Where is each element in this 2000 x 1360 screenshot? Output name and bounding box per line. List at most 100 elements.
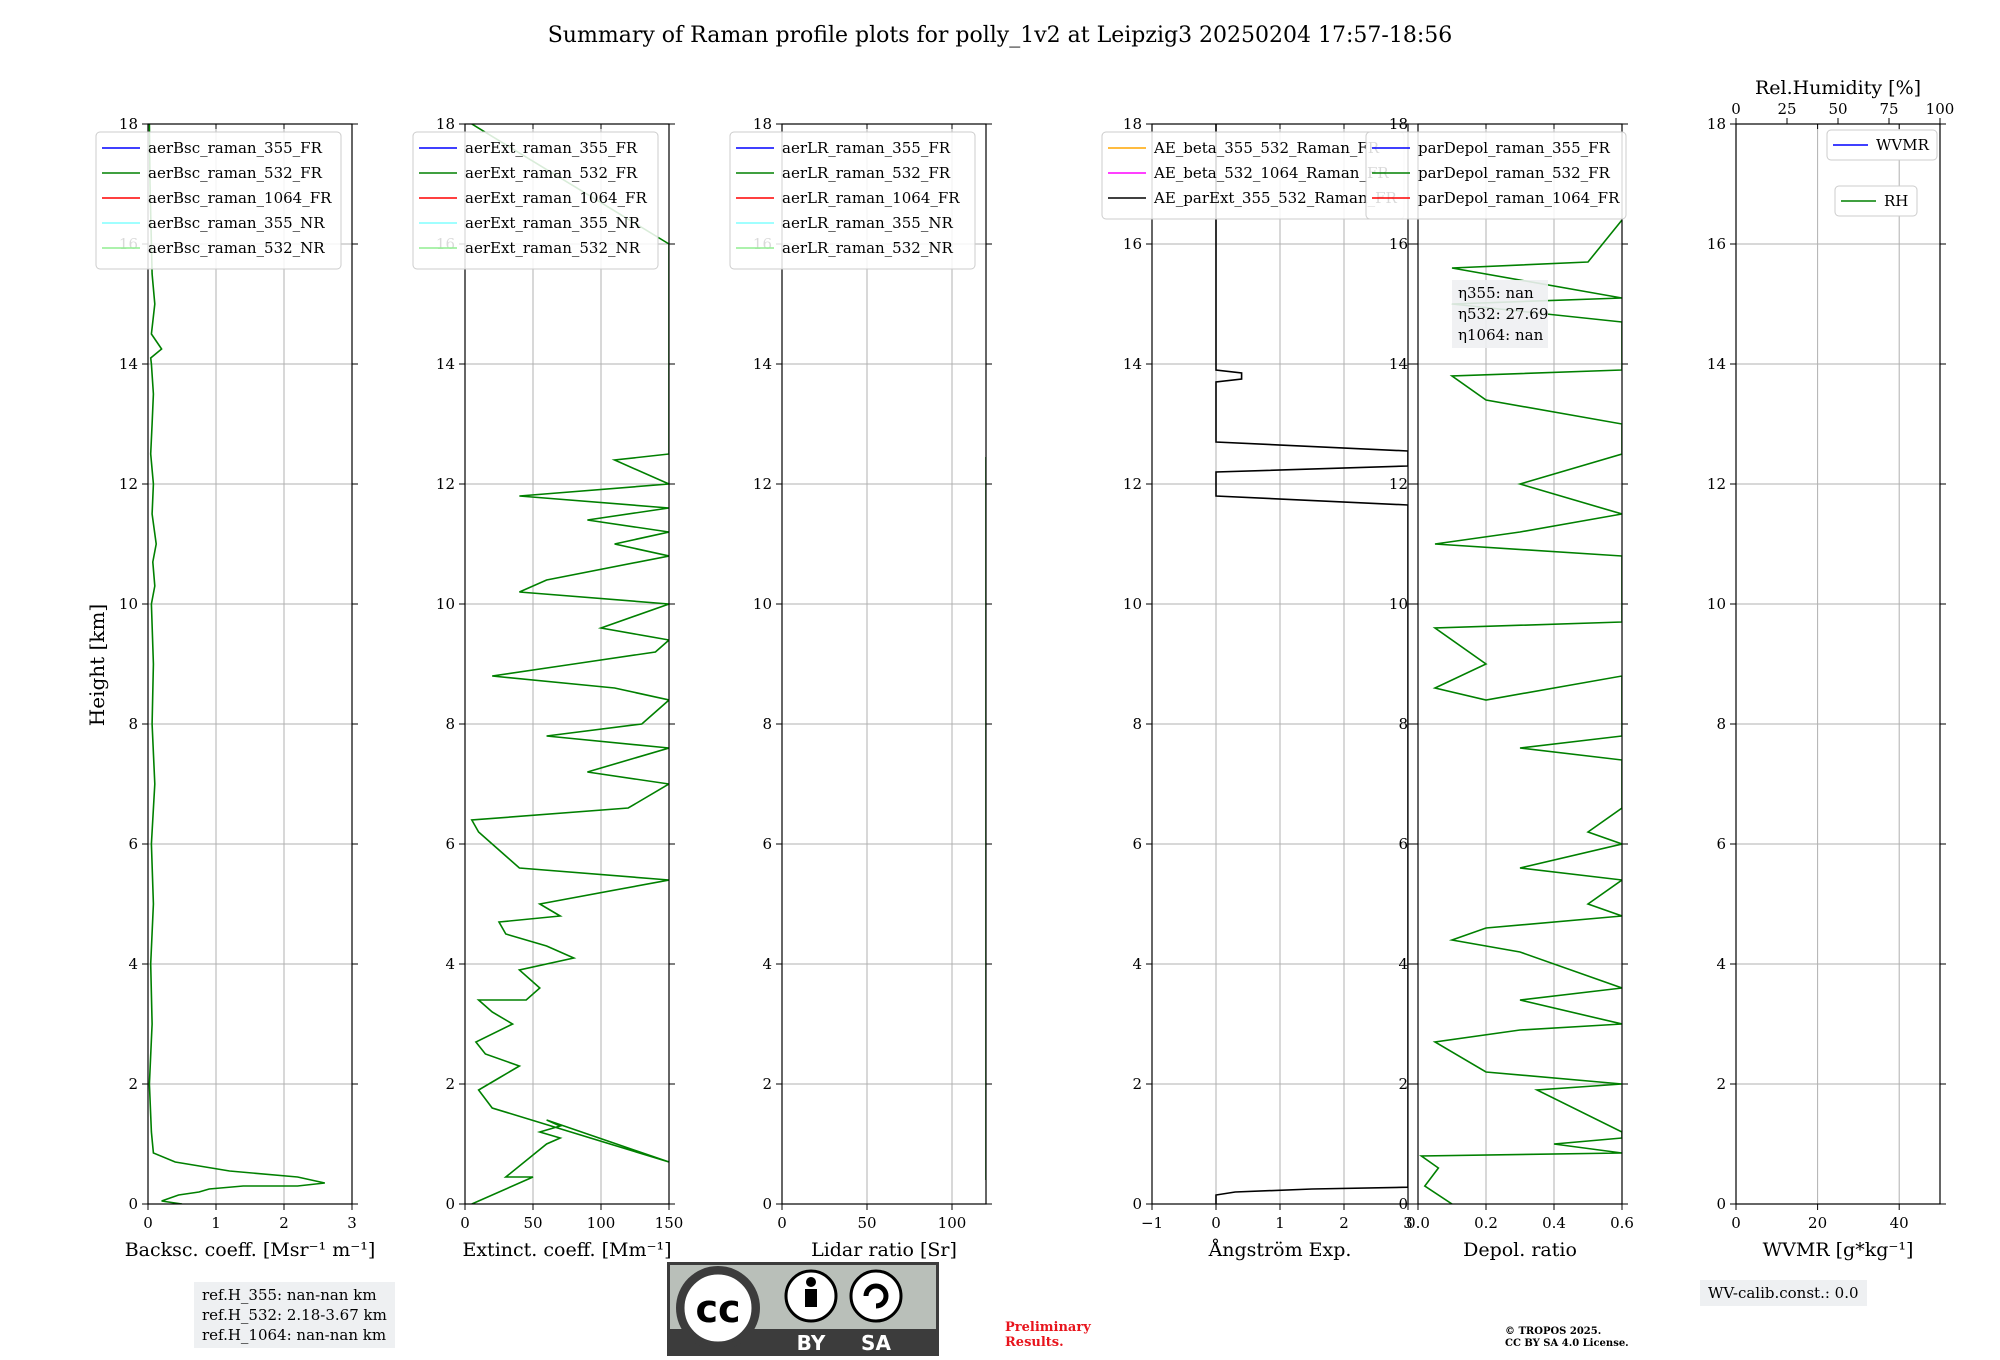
- y-tick-label: 10: [119, 595, 138, 613]
- panel-5: 0 20 40 0 2 4 6 8 10 12 14 16 18 WVMR [g*kg⁻¹] 0 25 50 75…: [1707, 77, 1954, 1261]
- y-tick-label: 2: [128, 1075, 138, 1093]
- y-tick-label: 4: [1132, 955, 1142, 973]
- x-tick-label: 3: [1403, 1214, 1413, 1232]
- y-tick-label: 10: [1123, 595, 1142, 613]
- legend-entry: aerBsc_raman_355_FR: [148, 139, 323, 157]
- ref-h-355: ref.H_355: nan-nan km: [202, 1286, 377, 1304]
- legend-entry: aerBsc_raman_1064_FR: [148, 189, 332, 207]
- top-x-tick-label: 100: [1926, 100, 1955, 118]
- legend-entry: parDepol_raman_355_FR: [1418, 139, 1611, 157]
- legend-entry: AE_parExt_355_532_Raman_FR: [1153, 189, 1398, 207]
- license-sa: SA: [861, 1331, 891, 1355]
- x-tick-label: 0.2: [1474, 1214, 1498, 1232]
- y-tick-label: 12: [753, 475, 772, 493]
- x-tick-label: 0: [777, 1214, 787, 1232]
- legend-entry: AE_beta_355_532_Raman_FR: [1153, 139, 1380, 157]
- x-tick-label: 1: [1275, 1214, 1285, 1232]
- x-axis-label: Lidar ratio [Sr]: [811, 1239, 957, 1261]
- x-tick-label: 0.6: [1610, 1214, 1634, 1232]
- y-tick-label: 18: [1707, 115, 1726, 133]
- eta-532: η532: 27.69: [1458, 305, 1548, 323]
- y-tick-label: 14: [753, 355, 772, 373]
- license-by: BY: [797, 1331, 826, 1355]
- plot-frame: [147, 123, 353, 1205]
- panel-0: 0123024681012141618Backsc. coeff. [Msr⁻¹…: [95, 115, 376, 1261]
- preliminary-line-1: Preliminary: [1005, 1320, 1091, 1335]
- figure-title: Summary of Raman profile plots for polly…: [548, 23, 1453, 48]
- y-tick-label: 8: [1132, 715, 1142, 733]
- y-axis-label: Height [km]: [85, 604, 109, 726]
- y-tick-label: 16: [1123, 235, 1142, 253]
- preliminary-results-note: Preliminary Results.: [1005, 1320, 1091, 1350]
- y-tick-label: 8: [762, 715, 772, 733]
- x-tick-label: 0: [143, 1214, 153, 1232]
- legend-entry: aerExt_raman_355_FR: [465, 139, 638, 157]
- legend-box: [412, 131, 659, 270]
- eta-1064: η1064: nan: [1458, 326, 1544, 344]
- x-tick-label: −1: [1141, 1214, 1163, 1232]
- y-tick-label: 0: [445, 1195, 455, 1213]
- y-tick-label: 12: [436, 475, 455, 493]
- eta-box: η355: nan η532: 27.69 η1064: nan: [1452, 280, 1548, 348]
- eta-355: η355: nan: [1458, 284, 1534, 302]
- x-tick-label: 100: [938, 1214, 967, 1232]
- preliminary-line-2: Results.: [1005, 1335, 1064, 1350]
- legend-entry: aerLR_raman_1064_FR: [782, 189, 960, 207]
- plot-frame: [781, 123, 987, 1205]
- wv-calib-box: WV-calib.const.: 0.0: [1700, 1280, 1867, 1306]
- plot-frame: [464, 123, 670, 1205]
- y-tick-label: 6: [1716, 835, 1726, 853]
- y-tick-label: 6: [1398, 835, 1408, 853]
- x-tick-label: 50: [523, 1214, 542, 1232]
- y-tick-label: 12: [119, 475, 138, 493]
- top-x-tick-label: 0: [1731, 100, 1741, 118]
- y-tick-label: 4: [445, 955, 455, 973]
- y-tick-label: 6: [1132, 835, 1142, 853]
- plot-frame: [1417, 123, 1623, 1205]
- legend-box: [95, 131, 342, 270]
- y-tick-label: 6: [762, 835, 772, 853]
- x-tick-label: 20: [1808, 1214, 1827, 1232]
- y-tick-label: 0: [1132, 1195, 1142, 1213]
- y-tick-label: 10: [753, 595, 772, 613]
- y-tick-label: 0: [762, 1195, 772, 1213]
- x-axis-label: Backsc. coeff. [Msr⁻¹ m⁻¹]: [125, 1239, 376, 1261]
- legend-entry: aerBsc_raman_355_NR: [148, 214, 325, 232]
- x-axis-label: Extinct. coeff. [Mm⁻¹]: [462, 1239, 671, 1261]
- y-tick-label: 14: [436, 355, 455, 373]
- y-tick-label: 8: [1716, 715, 1726, 733]
- ref-h-1064: ref.H_1064: nan-nan km: [202, 1326, 387, 1344]
- x-tick-label: 3: [347, 1214, 357, 1232]
- y-tick-label: 14: [1123, 355, 1142, 373]
- y-tick-label: 12: [1123, 475, 1142, 493]
- cc-license-badge: cc BY SA: [667, 1262, 939, 1356]
- series-line-aerBsc_raman_532_FR: [148, 124, 325, 1204]
- legend-entry: aerExt_raman_532_FR: [465, 164, 638, 182]
- x-axis-label: Ångström Exp.: [1208, 1239, 1352, 1261]
- legend-entry: parDepol_raman_532_FR: [1418, 164, 1611, 182]
- legend-entry: aerLR_raman_532_FR: [782, 164, 951, 182]
- y-tick-label: 2: [1716, 1075, 1726, 1093]
- panel-1: 050100150024681012141618Extinct. coeff. …: [412, 115, 683, 1261]
- y-tick-label: 0: [1716, 1195, 1726, 1213]
- wv-calib-const: WV-calib.const.: 0.0: [1708, 1284, 1859, 1302]
- x-tick-label: 1: [211, 1214, 221, 1232]
- y-tick-label: 14: [1707, 355, 1726, 373]
- series-line-aerExt_raman_532_FR: [470, 124, 669, 1204]
- ref-h-532: ref.H_532: 2.18-3.67 km: [202, 1306, 387, 1324]
- y-tick-label: 0: [128, 1195, 138, 1213]
- legend-entry: aerExt_raman_355_NR: [465, 214, 641, 232]
- y-tick-label: 4: [1398, 955, 1408, 973]
- y-tick-label: 2: [1132, 1075, 1142, 1093]
- x-tick-label: 40: [1890, 1214, 1909, 1232]
- y-tick-label: 10: [436, 595, 455, 613]
- legend-box-wvmr: [1826, 129, 1938, 161]
- legend-entry: aerBsc_raman_532_NR: [148, 239, 325, 257]
- x-tick-label: 0: [460, 1214, 470, 1232]
- panel-2: 050100024681012141618Lidar ratio [Sr]aer…: [729, 115, 992, 1261]
- legend-entry: RH: [1884, 192, 1908, 210]
- y-tick-label: 8: [445, 715, 455, 733]
- y-tick-label: 18: [436, 115, 455, 133]
- x-tick-label: 0: [1211, 1214, 1221, 1232]
